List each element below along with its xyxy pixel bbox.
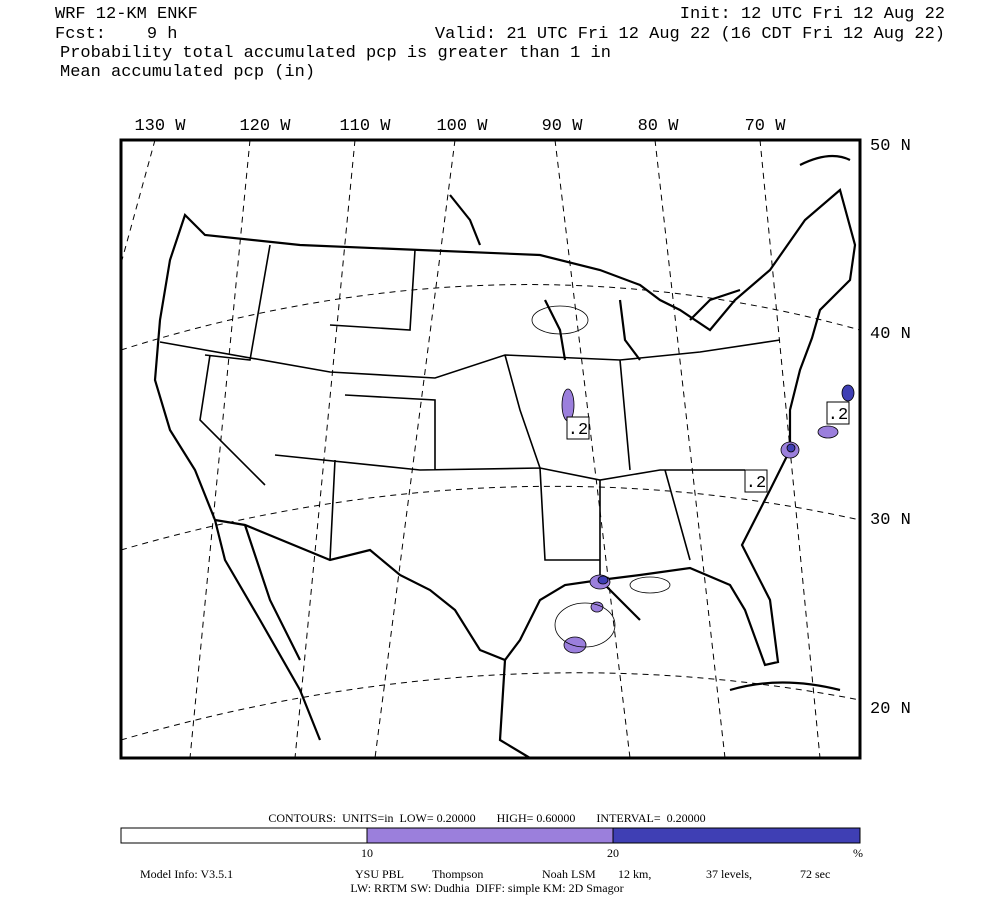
lon-label: 90 W	[542, 117, 584, 136]
contour-label: .2	[828, 406, 848, 425]
lon-labels: 130 W 120 W 110 W 100 W 90 W 80 W 70 W	[134, 117, 786, 136]
init-time: Init: 12 UTC Fri 12 Aug 22	[680, 5, 945, 24]
colorbar-segment	[612, 827, 861, 844]
contour-line	[531, 305, 589, 335]
model-info: Thompson	[432, 867, 483, 881]
contour-label-box	[566, 416, 590, 440]
precip-area	[841, 384, 855, 402]
model-info: YSU PBL	[355, 867, 404, 881]
field-2: Mean accumulated pcp (in)	[60, 63, 315, 82]
lat-label: 30 N	[870, 511, 911, 530]
contour-labels: .2 .2 .2	[566, 401, 850, 493]
contour-label: .2	[746, 474, 766, 493]
precip-area	[563, 636, 587, 654]
lat-label: 40 N	[870, 325, 911, 344]
model-info: 72 sec	[800, 867, 830, 881]
precip-area	[817, 425, 839, 439]
precip-areas	[531, 305, 855, 654]
colorbar-unit: %	[853, 846, 863, 860]
precip-area	[561, 388, 575, 422]
state-lines	[159, 244, 781, 580]
contour-line	[554, 602, 616, 648]
colorbar-label: 20	[607, 846, 619, 860]
model-info: 12 km,	[618, 867, 651, 881]
lon-label: 120 W	[239, 117, 291, 136]
model-info: 37 levels,	[706, 867, 752, 881]
model-title: WRF 12-KM ENKF	[55, 5, 198, 24]
field-1: Probability total accumulated pcp is gre…	[60, 44, 611, 63]
colorbar-segment	[120, 827, 368, 844]
map-frame	[119, 138, 862, 760]
precip-area	[597, 575, 609, 585]
contour-info: CONTOURS: UNITS=in LOW= 0.20000 HIGH= 0.…	[268, 811, 705, 825]
lon-label: 80 W	[638, 117, 680, 136]
colorbar-segment	[366, 827, 614, 844]
forecast-hour: Fcst: 9 h	[55, 25, 177, 44]
physics-info: LW: RRTM SW: Dudhia DIFF: simple KM: 2D …	[350, 881, 623, 895]
model-info: Noah LSM	[542, 867, 596, 881]
contour-line	[629, 576, 671, 594]
contour-label-box	[826, 401, 850, 425]
colorbar-label: 10	[361, 846, 373, 860]
lat-labels: 50 N 40 N 30 N 20 N	[870, 137, 911, 719]
model-info: Model Info: V3.5.1	[140, 867, 233, 881]
lat-label: 50 N	[870, 137, 911, 156]
lon-label: 100 W	[436, 117, 488, 136]
lon-label: 70 W	[745, 117, 787, 136]
lon-label: 130 W	[134, 117, 186, 136]
lat-label: 20 N	[870, 700, 911, 719]
contour-label-box	[744, 469, 768, 493]
colorbar: 10 20%	[120, 827, 863, 860]
map: 130 W 120 W 110 W 100 W 90 W 80 W 70 W 50 N 40 …	[119, 117, 911, 760]
lon-label: 110 W	[339, 117, 391, 136]
valid-time: Valid: 21 UTC Fri 12 Aug 22 (16 CDT Fri …	[435, 25, 945, 44]
precip-area	[786, 443, 796, 453]
contour-label: .2	[568, 421, 588, 440]
